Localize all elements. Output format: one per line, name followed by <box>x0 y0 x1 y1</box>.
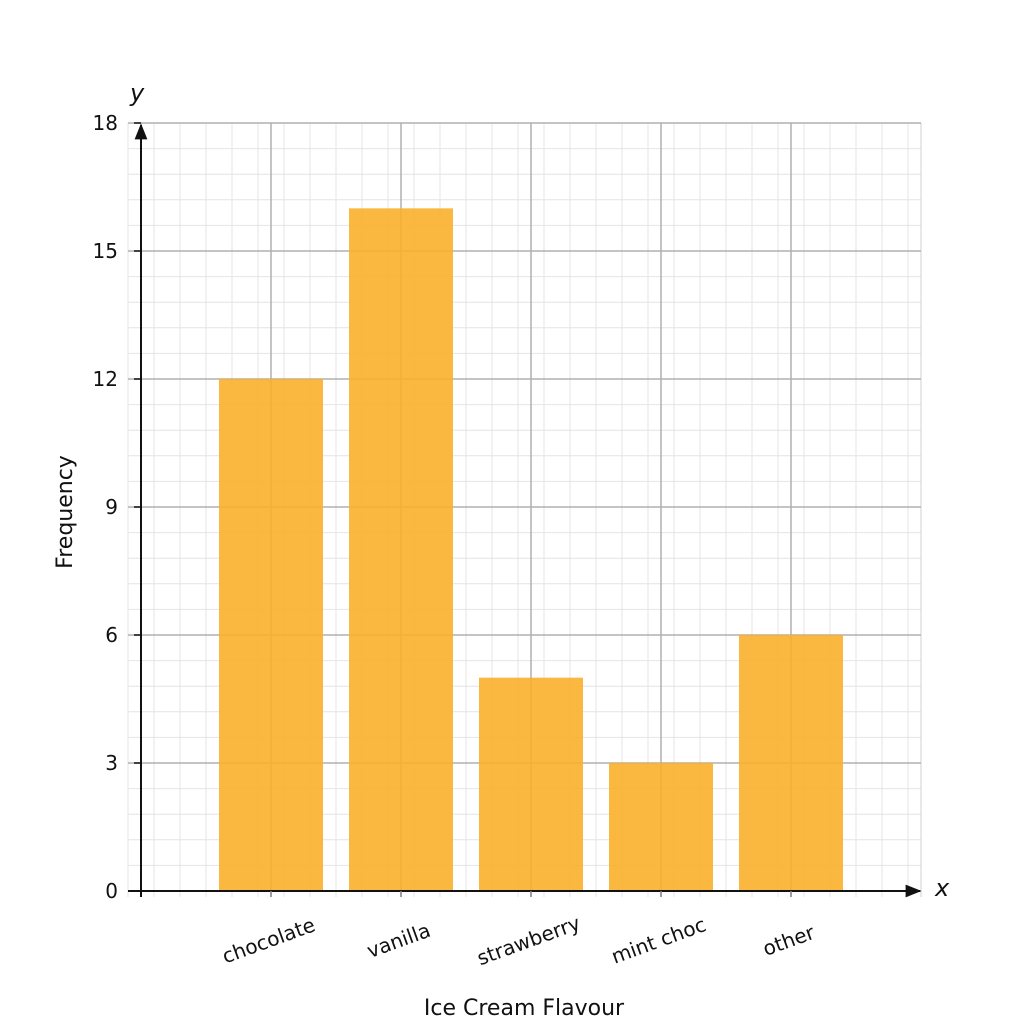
y-axis-variable: y <box>129 79 145 107</box>
x-tick-label: strawberry <box>474 911 584 971</box>
x-tick-label: other <box>759 920 818 961</box>
bar-chocolate <box>219 379 323 891</box>
x-axis-title: Ice Cream Flavour <box>424 996 625 1021</box>
y-tick-label: 12 <box>93 367 118 391</box>
y-tick-label: 15 <box>93 239 118 263</box>
bar-mint-choc <box>609 763 713 891</box>
y-tick-label: 3 <box>105 751 118 775</box>
x-axis-variable: x <box>934 874 950 902</box>
y-tick-labels: 0 3 6 9 12 15 18 <box>93 111 141 903</box>
y-tick-label: 0 <box>105 879 118 903</box>
y-tick-label: 9 <box>105 495 118 519</box>
x-tick-label: vanilla <box>364 918 434 963</box>
x-tick-label: mint choc <box>608 912 709 968</box>
y-tick-label: 18 <box>93 111 118 135</box>
axes <box>128 123 922 898</box>
x-tick-labels: chocolate vanilla strawberry mint choc other <box>219 891 818 971</box>
bar-other <box>739 635 843 891</box>
bars <box>219 208 843 892</box>
y-tick-label: 6 <box>105 623 118 647</box>
bar-vanilla <box>349 208 453 892</box>
bar-strawberry <box>479 677 583 891</box>
y-axis-title: Frequency <box>53 455 78 569</box>
x-tick-label: chocolate <box>219 913 318 969</box>
